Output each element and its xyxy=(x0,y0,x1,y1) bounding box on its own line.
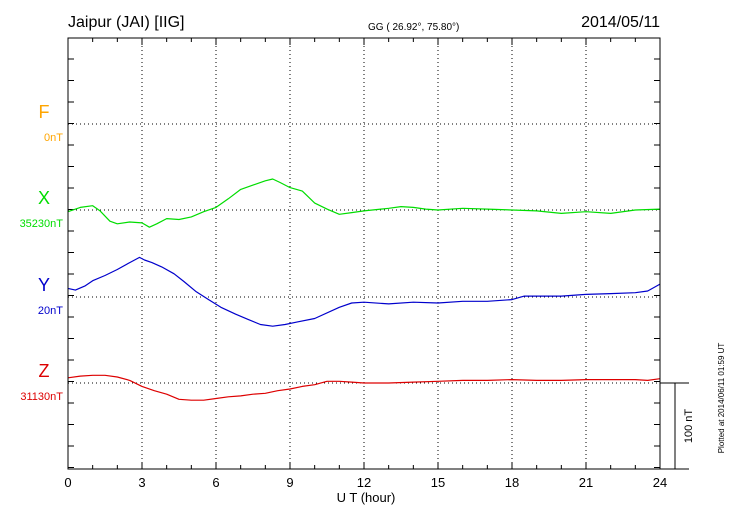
x-tick-label: 6 xyxy=(212,475,219,490)
series-line-x xyxy=(67,178,661,228)
x-tick-label: 9 xyxy=(286,475,293,490)
series-name-x: X xyxy=(38,188,50,208)
x-tick-label: 18 xyxy=(505,475,519,490)
x-axis-ticks: 0 3 6 9 12 15 18 21 24 xyxy=(64,38,667,490)
series-name-z: Z xyxy=(39,361,50,381)
plot-frame xyxy=(67,37,661,470)
scale-bar: 100 nT xyxy=(660,382,695,470)
x-tick-label: 24 xyxy=(653,475,667,490)
station-coordinates: GG ( 26.92°, 75.80°) xyxy=(368,22,459,33)
series-baseline-y: 20nT xyxy=(38,305,63,317)
x-axis-label: U T (hour) xyxy=(337,490,396,505)
series-name-y: Y xyxy=(38,275,50,295)
grid xyxy=(68,38,660,469)
x-tick-label: 3 xyxy=(138,475,145,490)
series-lines xyxy=(67,178,661,401)
series-baseline-z: 31130nT xyxy=(20,391,63,403)
series-baseline-x: 35230nT xyxy=(20,218,64,230)
station-title: Jaipur (JAI) [IIG] xyxy=(68,14,184,31)
series-baseline-f: 0nT xyxy=(44,132,63,144)
x-tick-label: 12 xyxy=(357,475,371,490)
scale-bar-label: 100 nT xyxy=(683,409,695,444)
series-line-y xyxy=(67,256,661,327)
series-name-f: F xyxy=(39,102,50,122)
x-tick-label: 21 xyxy=(579,475,593,490)
plotted-timestamp: Plotted at 2014/06/11 01:59 UT xyxy=(717,343,726,454)
x-tick-label: 15 xyxy=(431,475,445,490)
plot-date: 2014/05/11 xyxy=(581,14,660,31)
x-tick-label: 0 xyxy=(64,475,71,490)
series-line-z xyxy=(67,374,661,401)
series-labels: F 0nT X 35230nT Y 20nT Z 31130nT xyxy=(20,102,64,403)
